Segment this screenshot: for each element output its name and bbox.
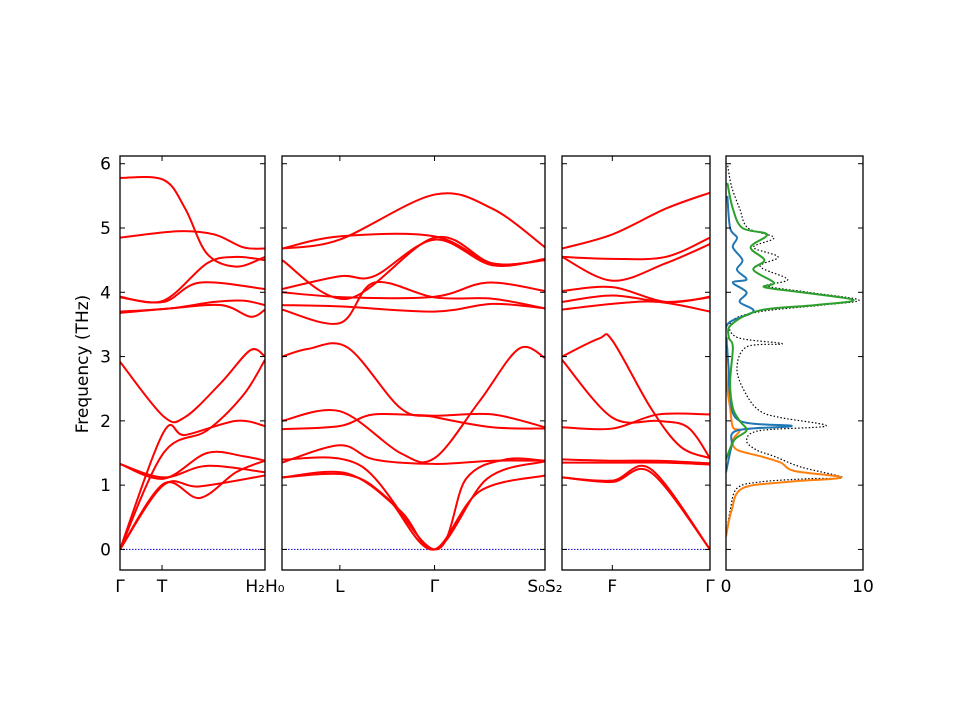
band-line-5	[282, 412, 545, 431]
band-line-8	[282, 280, 545, 325]
band-line-7	[562, 333, 710, 460]
band-line-4	[120, 450, 265, 480]
panel-4: 0 10	[721, 155, 874, 597]
band-line-10	[282, 281, 545, 300]
band-line-6	[282, 345, 545, 464]
band-line-2	[120, 459, 265, 550]
band-line-4	[282, 456, 545, 551]
band-line-13	[120, 176, 265, 268]
panel-2: L Γ S₀S₂	[281, 155, 563, 597]
x-tick-label: Γ	[115, 577, 125, 597]
band-line-6	[120, 359, 265, 550]
band-line-7	[120, 348, 265, 424]
band-line-10	[120, 281, 265, 304]
x-tick-label: Γ	[430, 577, 440, 597]
dos-curve-3	[726, 195, 793, 473]
band-line-3	[282, 444, 545, 465]
y-tick-label: 4	[100, 283, 111, 303]
x-tick-label: H₂H₀	[245, 577, 284, 597]
band-line-5	[120, 419, 265, 550]
x-tick-label: 10	[852, 577, 874, 597]
panel-frame	[119, 155, 266, 571]
x-tick-label: T	[156, 577, 168, 597]
y-tick-label: 6	[100, 155, 111, 175]
y-tick-label: 2	[100, 412, 111, 432]
x-tick-label: F	[607, 577, 617, 597]
y-tick-label: 0	[100, 540, 111, 560]
band-line-9	[282, 302, 545, 313]
band-line-11	[562, 243, 710, 282]
band-line-2	[562, 467, 710, 551]
dos-curve-2	[726, 337, 843, 537]
panel-frame	[281, 155, 546, 571]
band-line-12	[562, 236, 710, 261]
band-line-13	[562, 191, 710, 250]
band-line-13	[282, 232, 545, 266]
x-tick-label: 0	[721, 577, 732, 597]
band-line-4	[562, 458, 710, 465]
band-line-9	[120, 299, 265, 313]
band-line-2	[282, 460, 545, 551]
x-tick-label: Γ	[705, 577, 715, 597]
band-line-11	[282, 238, 545, 291]
y-tick-label: 5	[100, 219, 111, 239]
x-tick-label: L	[335, 577, 345, 597]
panel-frame	[725, 155, 864, 571]
panel-frame	[561, 155, 711, 571]
band-line-12	[282, 235, 545, 300]
dos-curve-1	[726, 163, 860, 537]
band-line-10	[562, 285, 710, 304]
panel-1: 0 1 2 3 4 5 6 Γ T H₂H₀	[100, 155, 285, 597]
band-line-1	[562, 464, 710, 551]
x-tick-label: S₀S₂	[527, 577, 562, 597]
y-tick-label: 1	[100, 476, 111, 496]
band-line-8	[562, 300, 710, 313]
band-line-1	[282, 470, 545, 551]
band-line-14	[282, 192, 545, 250]
y-axis-label: Frequency (THz)	[73, 295, 93, 434]
band-line-11	[120, 255, 265, 304]
y-tick-label: 3	[100, 348, 111, 368]
band-line-6	[562, 359, 710, 459]
band-line-3	[120, 462, 265, 479]
band-line-7	[282, 342, 545, 430]
dos-curve-4	[726, 182, 855, 460]
band-line-12	[120, 230, 265, 250]
band-line-3	[562, 461, 710, 466]
